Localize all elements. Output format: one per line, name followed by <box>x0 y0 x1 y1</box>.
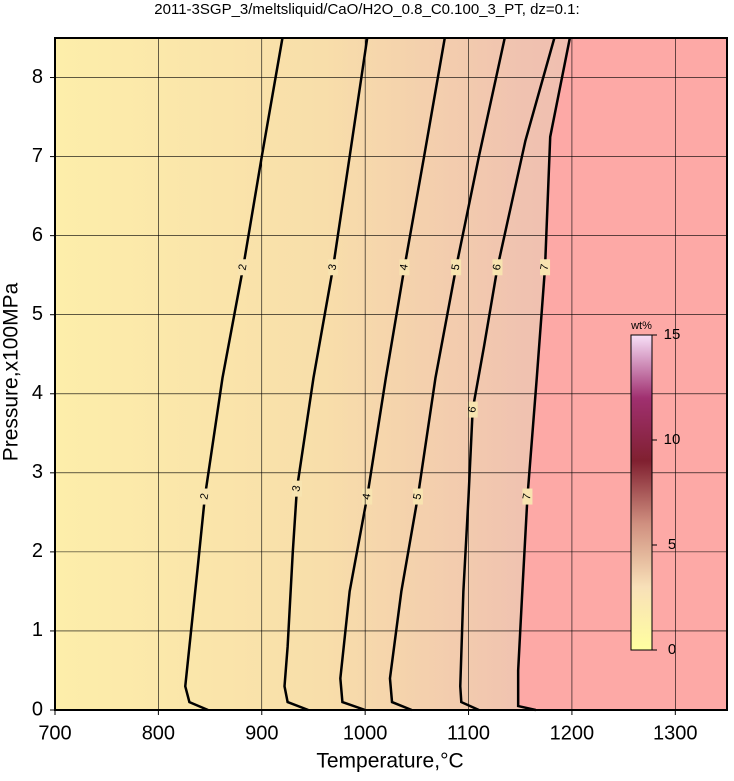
contour-label: 3 <box>327 263 340 271</box>
contour-label-bg <box>540 259 551 276</box>
x-tick-label: 1300 <box>653 722 698 744</box>
contour-label: 5 <box>450 263 463 271</box>
x-tick-label: 800 <box>142 722 175 744</box>
colorbar-tick-label: 10 <box>664 431 681 448</box>
contour-label: 7 <box>521 492 534 500</box>
contour-label-bg <box>451 259 462 276</box>
contour-label-bg <box>522 488 533 505</box>
x-tick-label: 1200 <box>550 722 595 744</box>
x-tick-label: 1000 <box>343 722 388 744</box>
contour-label: 7 <box>539 263 552 271</box>
y-tick-label: 8 <box>32 66 43 88</box>
chart-title: 2011-3SGP_3/meltsliquid/CaO/H2O_0.8_C0.1… <box>154 1 579 18</box>
colorbar-label: wt% <box>630 320 652 332</box>
contour-label: 3 <box>290 485 303 493</box>
contour-line <box>283 37 369 712</box>
contour-line <box>459 37 556 712</box>
plot-frame <box>54 37 728 711</box>
contour-label: 2 <box>198 492 211 500</box>
x-axis-label: Temperature,°C <box>316 750 463 773</box>
contour-label: 4 <box>398 263 411 271</box>
y-tick-label: 0 <box>32 698 43 720</box>
contour-label: 2 <box>237 263 250 271</box>
saturated-region <box>518 38 727 710</box>
contour-label: 5 <box>411 492 424 500</box>
colorbar-tick-label: 15 <box>664 326 681 343</box>
colorbar <box>630 334 653 651</box>
contour-label-bg <box>399 259 410 276</box>
contour-label-bg <box>199 488 210 505</box>
contour-label: 6 <box>466 406 479 414</box>
contour-label-bg <box>238 259 249 276</box>
y-tick-label: 6 <box>32 224 43 246</box>
contour-label-bg <box>492 259 503 276</box>
colorbar-tick-label: 0 <box>668 641 676 658</box>
colorbar-tick-label: 5 <box>668 536 676 553</box>
y-tick-label: 1 <box>32 619 43 641</box>
y-tick-label: 4 <box>32 382 43 404</box>
y-tick-label: 2 <box>32 540 43 562</box>
x-tick-label: 700 <box>38 722 71 744</box>
y-tick-label: 3 <box>32 461 43 483</box>
contour-label-bg <box>467 401 478 418</box>
contour-label-bg <box>328 259 339 276</box>
x-tick-label: 1100 <box>447 722 490 744</box>
contour-line <box>183 37 284 712</box>
y-tick-label: 5 <box>32 303 43 325</box>
x-tick-label: 900 <box>245 722 278 744</box>
contour-label-bg <box>291 480 302 497</box>
y-tick-label: 7 <box>32 145 43 167</box>
y-axis-label: Pressure,x100MPa <box>0 282 23 461</box>
contour-label-bg <box>362 488 373 505</box>
contour-label-bg <box>412 488 423 505</box>
contour-label: 4 <box>361 492 374 500</box>
contour-label: 6 <box>491 263 504 271</box>
